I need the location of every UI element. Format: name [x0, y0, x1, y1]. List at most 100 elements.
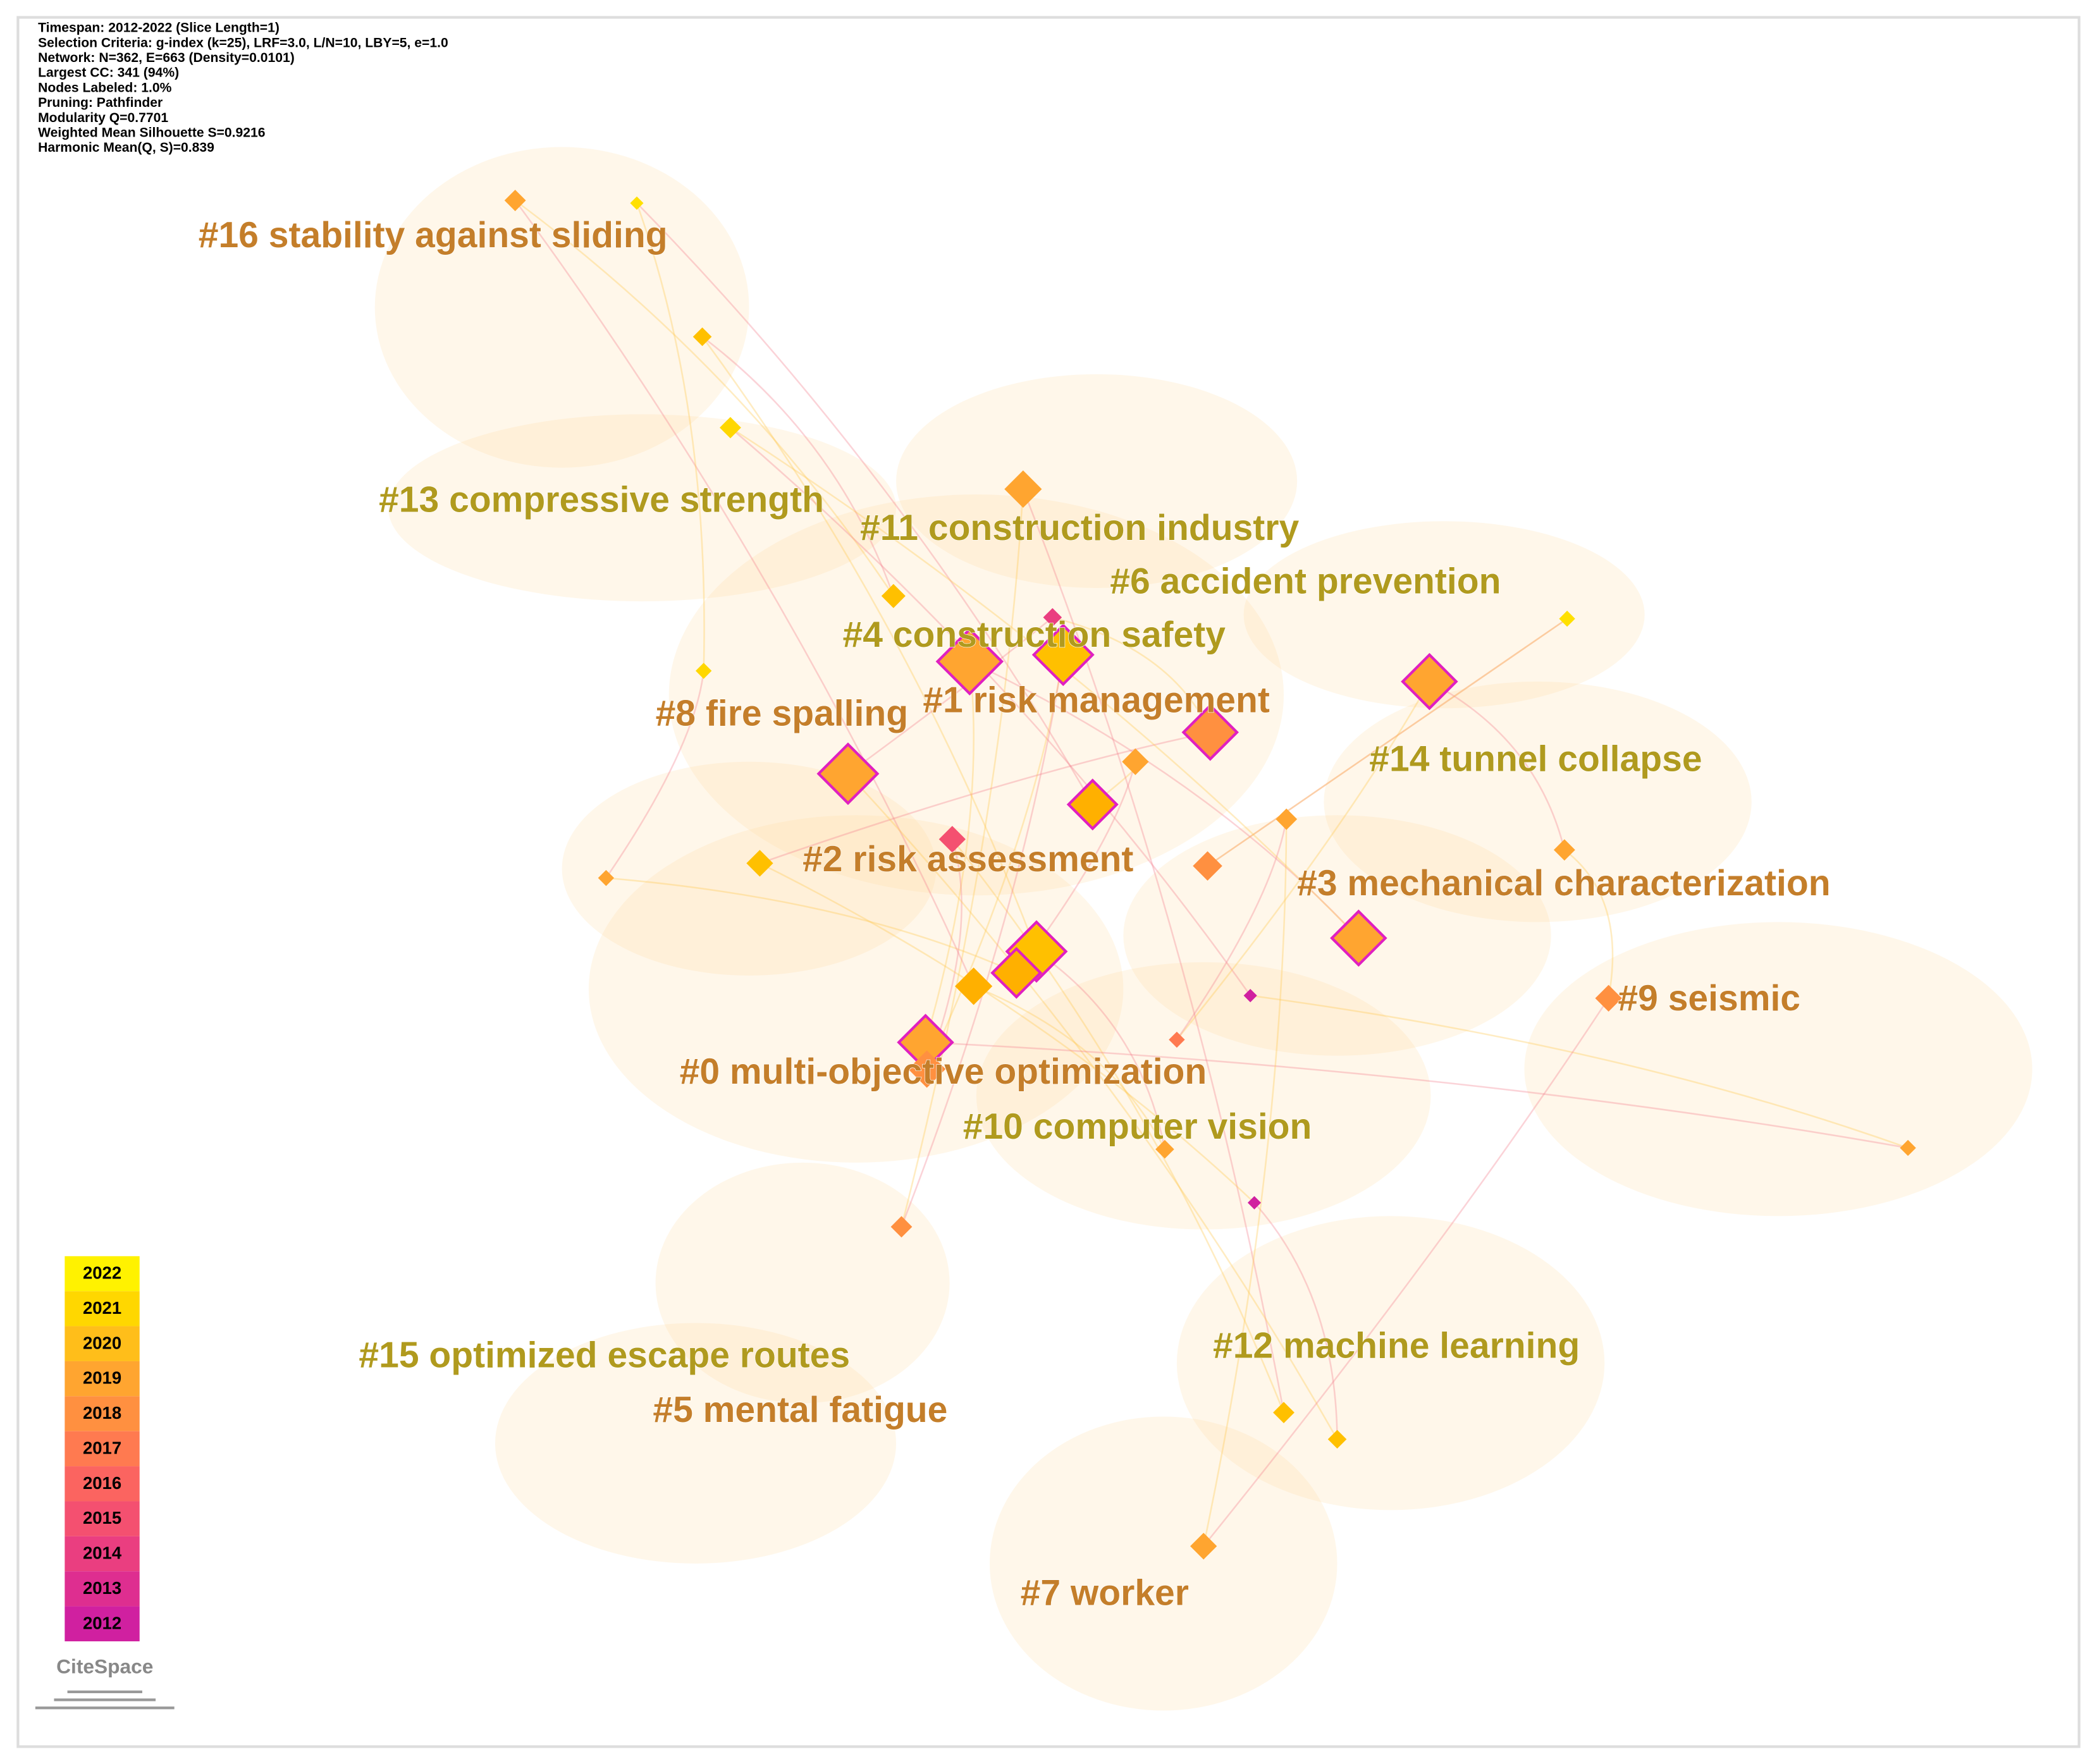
edge — [925, 661, 975, 1043]
info-panel: Timespan: 2012-2022 (Slice Length=1)Sele… — [38, 21, 448, 155]
cluster-label: #14 tunnel collapse — [1369, 739, 1702, 780]
edge — [926, 654, 1064, 1070]
legend-year: 2021 — [83, 1298, 121, 1318]
node — [1169, 1031, 1185, 1048]
cluster-label: #16 stability against sliding — [199, 215, 668, 255]
cluster-label: #1 risk management — [923, 680, 1270, 721]
edge — [1176, 819, 1288, 1041]
legend-swatch — [65, 1396, 140, 1431]
node — [1401, 652, 1458, 711]
edge — [636, 202, 1093, 805]
edge — [969, 661, 1360, 939]
legend-swatch — [65, 1536, 140, 1572]
legend-year: 2017 — [83, 1438, 121, 1457]
cluster-label: #13 compressive strength — [379, 480, 824, 520]
frame — [16, 16, 2081, 1748]
edge — [1564, 849, 1614, 999]
edge — [759, 862, 1255, 1204]
info-line: Modularity Q=0.7701 — [38, 111, 168, 125]
edge — [514, 200, 975, 987]
node — [1330, 909, 1387, 967]
node — [630, 196, 644, 210]
logo-lines — [35, 1690, 175, 1710]
node — [1066, 778, 1119, 831]
edge — [973, 985, 1166, 1150]
cluster-label: #15 optimized escape routes — [359, 1335, 850, 1375]
legend-year: 2020 — [83, 1333, 121, 1352]
node — [504, 190, 526, 211]
node — [890, 1216, 913, 1238]
node — [990, 946, 1043, 999]
edge — [901, 489, 1024, 1227]
cluster-area — [388, 414, 897, 602]
cluster-label: #6 accident prevention — [1110, 561, 1501, 601]
node — [935, 627, 1004, 695]
edge — [701, 336, 1038, 952]
edge — [1022, 489, 1285, 1413]
legend-year: 2022 — [83, 1263, 121, 1283]
legend-year: 2019 — [83, 1368, 121, 1388]
node — [908, 1050, 946, 1088]
node — [881, 584, 906, 608]
info-line: Harmonic Mean(Q, S)=0.839 — [38, 140, 214, 155]
info-line: Nodes Labeled: 1.0% — [38, 80, 172, 95]
cluster-label: #3 mechanical characterization — [1297, 863, 1830, 903]
info-line: Selection Criteria: g-index (k=25), LRF=… — [38, 35, 448, 50]
cluster-area — [976, 962, 1431, 1230]
cluster-label: #8 fire spalling — [656, 694, 908, 734]
node — [1243, 989, 1257, 1003]
cluster-area — [668, 494, 1284, 896]
cluster-area — [495, 1323, 897, 1564]
edge — [730, 427, 1251, 996]
edge — [1203, 998, 1609, 1547]
legend-swatch — [65, 1501, 140, 1536]
cluster-label: #10 computer vision — [963, 1106, 1312, 1147]
edge — [1253, 1202, 1338, 1440]
legend-year: 2016 — [83, 1473, 121, 1493]
node — [1327, 1430, 1347, 1449]
cluster-area — [562, 761, 937, 976]
edge — [514, 200, 894, 597]
cluster-label: #7 worker — [1021, 1572, 1189, 1613]
cluster-label: #11 construction industry — [860, 508, 1300, 548]
legend-year: 2015 — [83, 1508, 121, 1528]
edge — [951, 838, 1285, 1413]
legend-year: 2014 — [83, 1543, 122, 1563]
cluster-label: #5 mental fatigue — [653, 1390, 947, 1430]
legend-year: 2018 — [83, 1403, 121, 1423]
edge — [901, 654, 1064, 1227]
node — [1031, 623, 1095, 687]
edge — [606, 877, 1017, 974]
info-line: Timespan: 2012-2022 (Slice Length=1) — [38, 21, 280, 35]
edge — [759, 732, 1211, 864]
year-legend: 2022 2021 2020 2019 2018 2017 2016 2015 2014 2013… — [65, 1256, 140, 1641]
edges — [514, 200, 1909, 1547]
node — [692, 327, 712, 346]
edge — [1176, 681, 1430, 1041]
cluster-area — [1524, 922, 2032, 1216]
cluster-area — [1176, 1216, 1605, 1510]
cluster-area — [1324, 681, 1752, 922]
edge — [605, 670, 704, 879]
legend-swatch — [65, 1431, 140, 1467]
legend-swatch — [65, 1291, 140, 1326]
edge — [1052, 616, 1211, 733]
edge — [1202, 819, 1288, 1547]
legend-swatch — [65, 1256, 140, 1292]
logo-text: CiteSpace — [56, 1655, 153, 1677]
edge — [1207, 618, 1568, 867]
legend-swatch — [65, 1571, 140, 1607]
cluster-area — [374, 147, 749, 468]
cluster-label: #2 risk assessment — [803, 839, 1133, 879]
node — [1004, 470, 1042, 508]
edge — [1429, 680, 1566, 850]
cluster-labels: #16 stability against sliding #13 compres… — [198, 214, 1831, 1614]
info-line: Weighted Mean Silhouette S=0.9216 — [38, 125, 265, 140]
legend-swatch — [65, 1361, 140, 1397]
edge — [636, 202, 705, 671]
legend-swatch — [65, 1466, 140, 1502]
cluster-area — [990, 1416, 1338, 1711]
cluster-area — [1243, 521, 1645, 709]
legend-swatch — [65, 1606, 140, 1641]
